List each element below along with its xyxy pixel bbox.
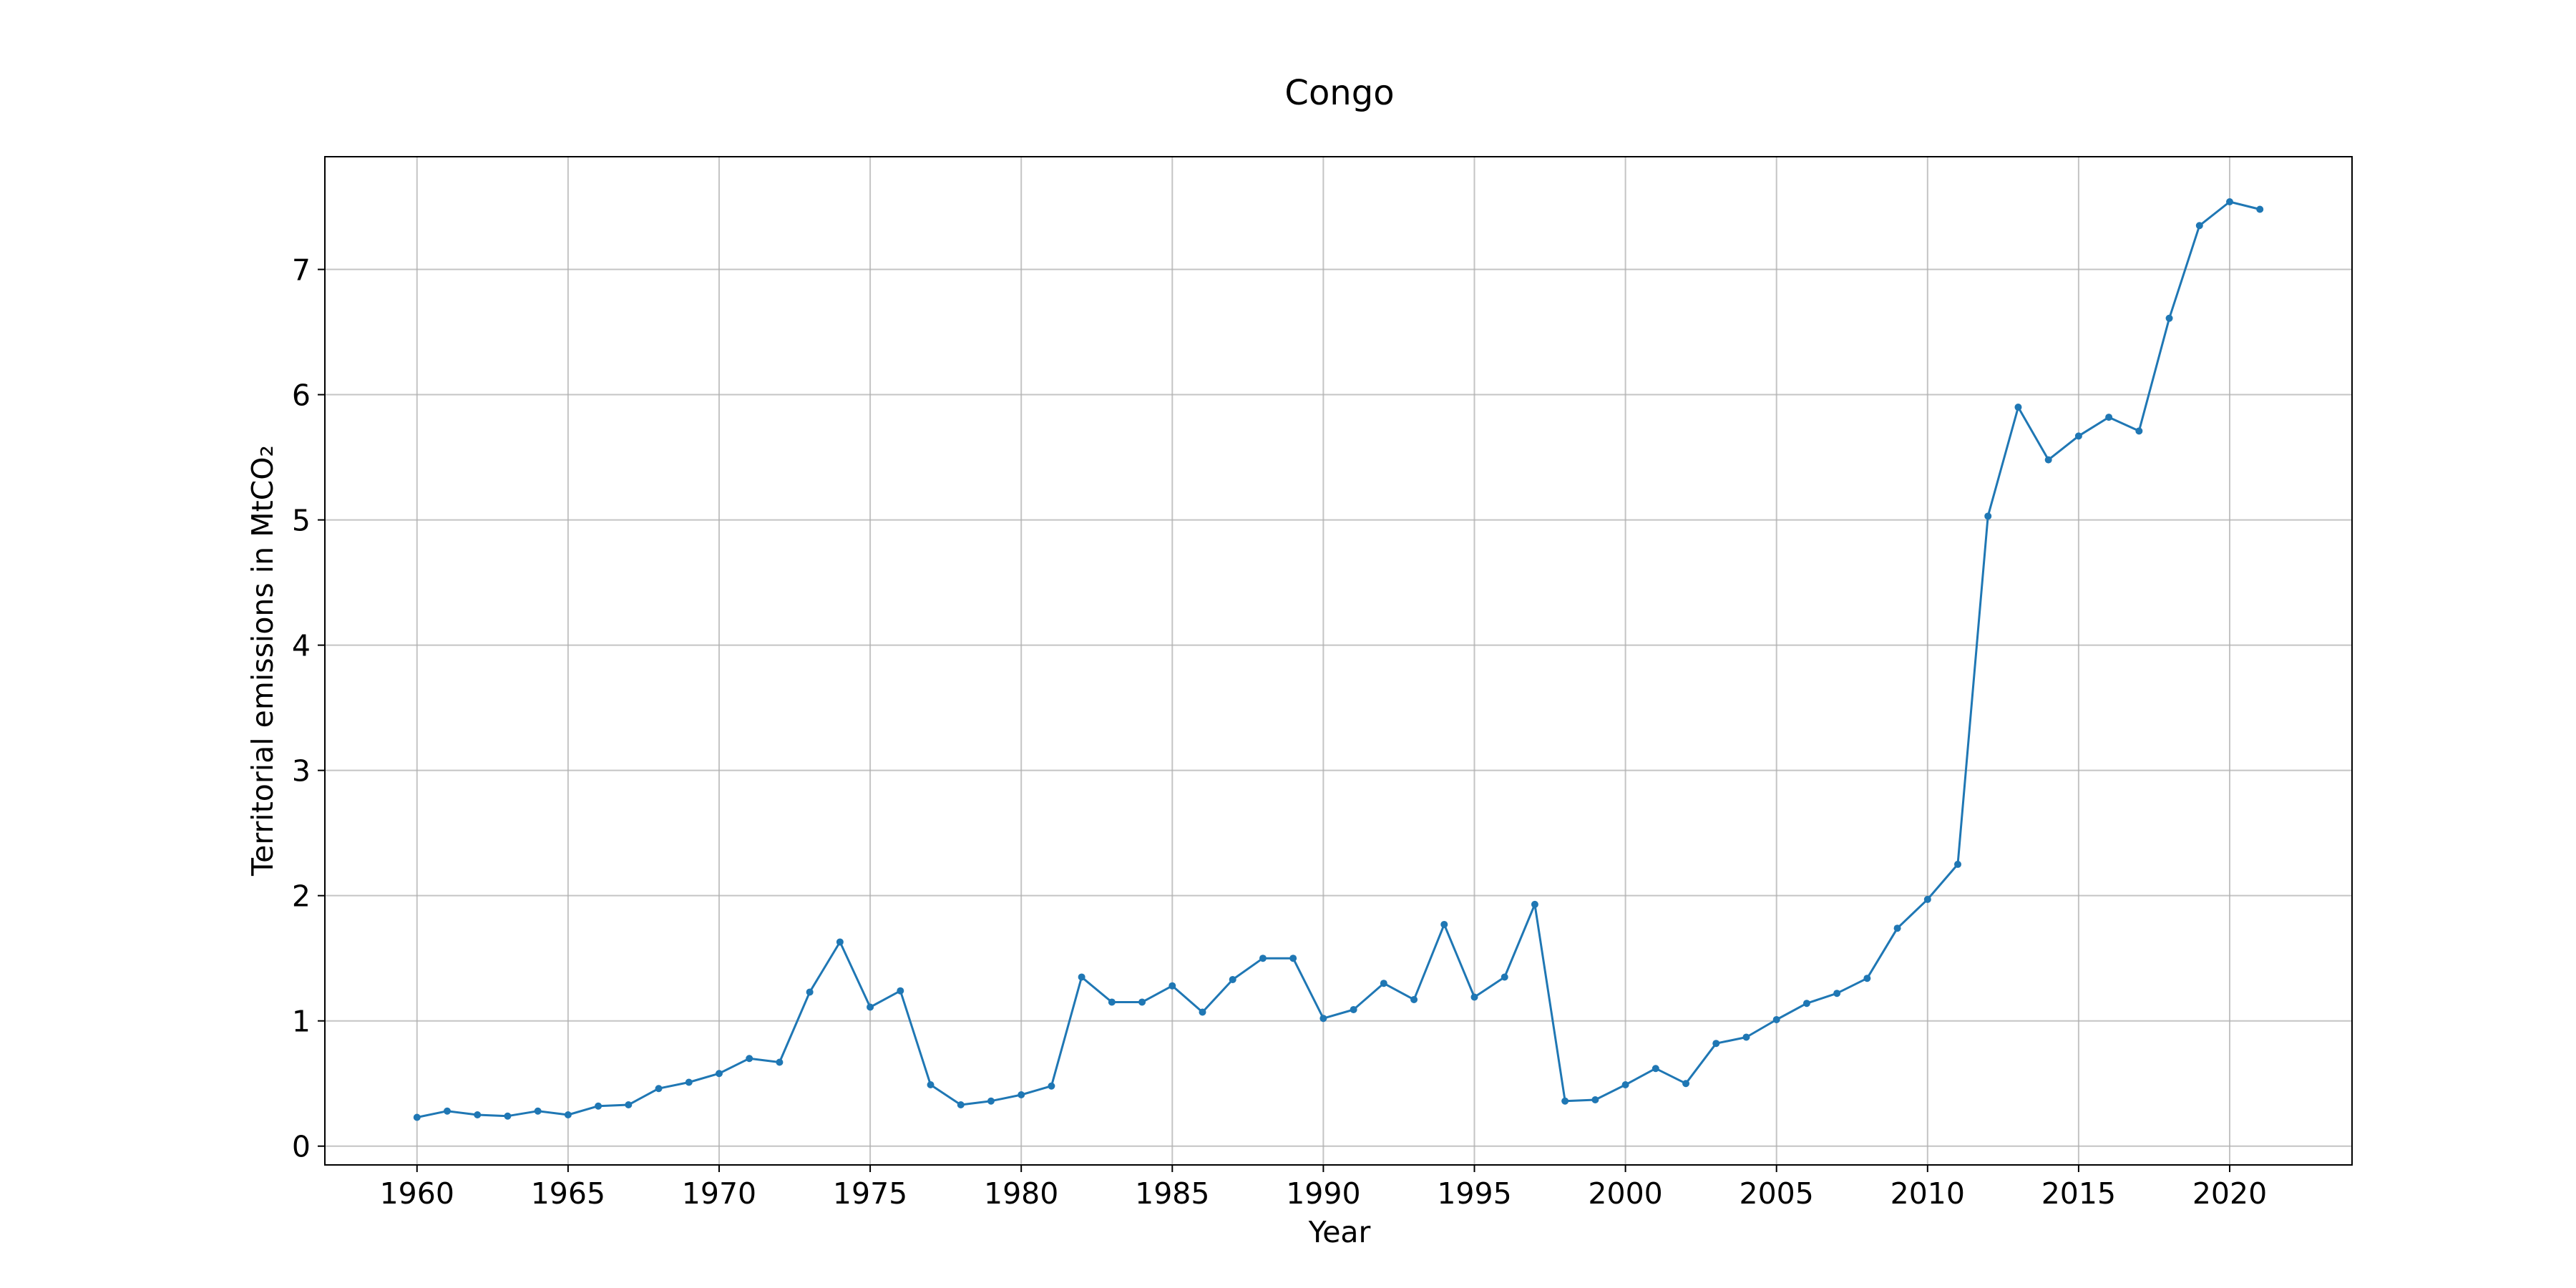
data-point (1470, 993, 1478, 1001)
data-point (957, 1101, 965, 1108)
plot-frame (324, 156, 2353, 1166)
y-tick-label: 0 (292, 1130, 311, 1164)
grid-layer (325, 157, 2352, 1165)
x-tick-label: 2020 (2192, 1176, 2267, 1211)
data-point (1501, 973, 1508, 981)
data-point (1561, 1097, 1569, 1105)
data-point (1078, 973, 1085, 981)
data-point (1108, 998, 1116, 1006)
data-point (987, 1097, 995, 1105)
data-point (836, 938, 844, 946)
x-tick-label: 1995 (1437, 1176, 1511, 1211)
data-point (1531, 900, 1538, 908)
data-point (1682, 1080, 1690, 1088)
data-point (1199, 1008, 1206, 1016)
data-point (474, 1111, 482, 1118)
data-point (1048, 1082, 1055, 1090)
y-tick-label: 1 (292, 1005, 311, 1039)
x-tick-label: 1980 (984, 1176, 1058, 1211)
tick-layer: 1960 1965 1970 1975 1980 1985 1990 1995 2000 2005… (292, 253, 2267, 1211)
data-point (564, 1111, 572, 1118)
x-tick-label: 1970 (682, 1176, 756, 1211)
data-point (595, 1102, 602, 1110)
data-point (1229, 975, 1236, 983)
x-tick-label: 2000 (1588, 1176, 1662, 1211)
data-point (1138, 998, 1146, 1006)
x-tick-label: 1965 (531, 1176, 605, 1211)
data-point (806, 988, 814, 996)
data-point (1289, 955, 1297, 962)
y-tick-label: 7 (292, 253, 311, 288)
x-tick-label: 1990 (1286, 1176, 1360, 1211)
data-point (2165, 314, 2173, 322)
data-point (1018, 1091, 1025, 1098)
data-point (685, 1078, 693, 1086)
data-point (1712, 1040, 1720, 1048)
data-point (2014, 404, 2022, 411)
data-point (504, 1112, 512, 1120)
data-point (1380, 980, 1387, 987)
data-point (1350, 1005, 1357, 1013)
data-point (927, 1080, 935, 1088)
y-tick-label: 6 (292, 379, 311, 413)
data-point (1984, 512, 1992, 520)
data-point (2105, 414, 2113, 421)
x-tick-label: 1960 (380, 1176, 454, 1211)
data-point (1742, 1033, 1750, 1041)
chart-title: Congo (1284, 73, 1394, 113)
data-point (1833, 990, 1841, 997)
series-layer (413, 198, 2264, 1121)
data-point (1591, 1096, 1599, 1103)
data-point (413, 1113, 421, 1121)
y-tick-label: 5 (292, 504, 311, 538)
data-point (1440, 920, 1448, 928)
x-tick-label: 2010 (1890, 1176, 1965, 1211)
y-axis-label: Territorial emissions in MtCO₂ (245, 445, 280, 877)
data-point (715, 1070, 723, 1078)
data-point (867, 1003, 874, 1011)
data-point (534, 1107, 542, 1115)
data-point (443, 1107, 451, 1115)
data-point (1259, 955, 1267, 962)
x-tick-label: 1985 (1135, 1176, 1209, 1211)
data-point (625, 1101, 633, 1108)
data-point (1410, 995, 1418, 1003)
x-tick-label: 2015 (2041, 1176, 2116, 1211)
data-point (2195, 222, 2203, 230)
data-point (897, 987, 904, 995)
x-tick-label: 1975 (833, 1176, 907, 1211)
y-tick-label: 2 (292, 879, 311, 914)
data-point (1923, 895, 1931, 903)
data-point (1802, 1000, 1810, 1008)
data-point (2256, 205, 2264, 213)
data-point (776, 1058, 784, 1066)
data-point (1652, 1065, 1659, 1073)
x-axis-label: Year (1308, 1215, 1371, 1249)
data-point (2044, 456, 2052, 464)
data-point (1621, 1080, 1629, 1088)
data-point (1893, 924, 1901, 932)
series-line (416, 200, 2260, 1118)
data-point (2226, 198, 2234, 206)
data-point (2135, 427, 2143, 435)
data-point (1169, 982, 1176, 990)
y-tick-label: 4 (292, 629, 311, 663)
x-tick-label: 2005 (1740, 1176, 1814, 1211)
data-point (1772, 1015, 1780, 1023)
data-point (1954, 860, 1962, 868)
data-point (2074, 432, 2082, 440)
data-point (746, 1055, 753, 1063)
y-tick-label: 3 (292, 754, 311, 789)
data-point (1863, 975, 1871, 982)
data-point (655, 1085, 663, 1093)
data-point (1319, 1015, 1327, 1023)
